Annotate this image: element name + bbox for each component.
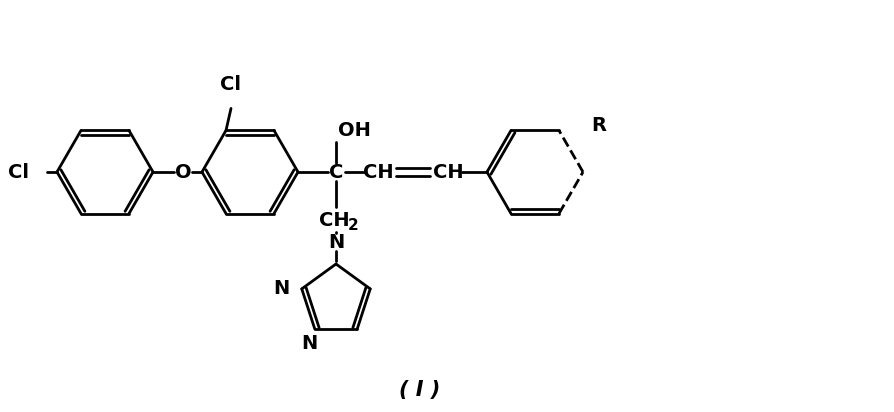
Text: N: N — [274, 279, 290, 298]
Text: CH: CH — [362, 162, 392, 182]
Text: C: C — [328, 162, 342, 182]
Text: ( I ): ( I ) — [399, 380, 440, 400]
Text: Cl: Cl — [220, 75, 241, 94]
Text: 2: 2 — [348, 218, 358, 234]
Text: OH: OH — [338, 120, 370, 140]
Text: Cl: Cl — [8, 162, 29, 182]
Text: O: O — [174, 162, 191, 182]
Text: R: R — [590, 116, 605, 135]
Text: CH: CH — [318, 211, 349, 229]
Text: N: N — [327, 232, 343, 251]
Text: N: N — [301, 334, 317, 353]
Text: CH: CH — [432, 162, 463, 182]
